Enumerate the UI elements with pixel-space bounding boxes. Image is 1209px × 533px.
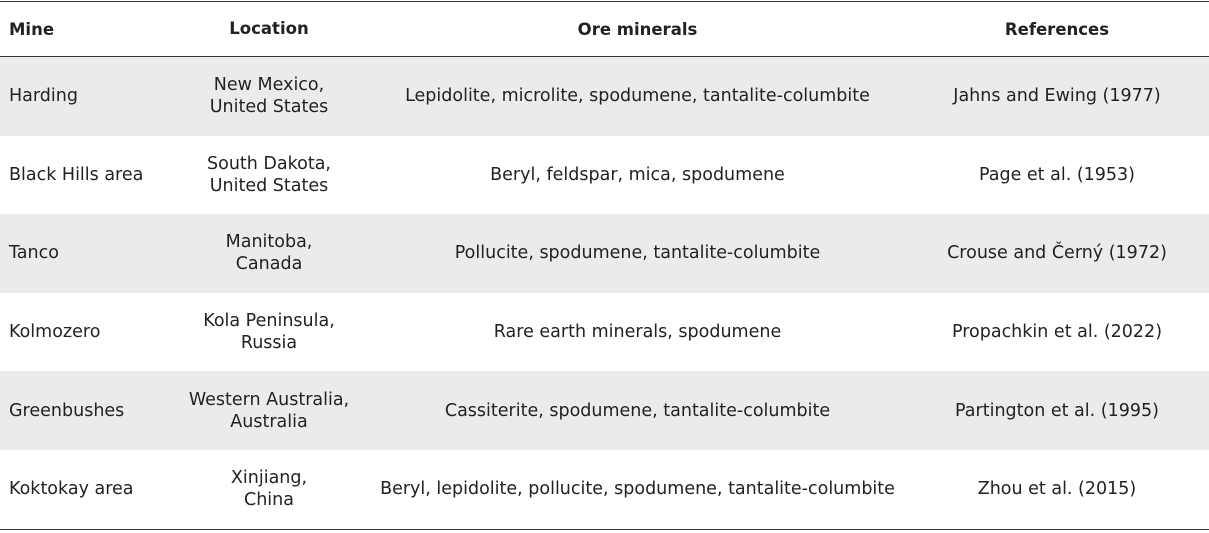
- table-row: Kolmozero Kola Peninsula, Russia Rare earth…: [0, 293, 1209, 372]
- cell: Black Hills area: [9, 164, 144, 185]
- cell-line: Xinjiang,: [230, 468, 308, 489]
- cell-line: New Mexico,: [213, 75, 325, 96]
- cell: New Mexico, United States: [180, 74, 358, 118]
- cell-line: Manitoba,: [225, 232, 313, 253]
- header-cell: Ore minerals: [577, 19, 698, 39]
- cell-line: United States: [209, 97, 329, 118]
- cell: Kola Peninsula, Russia: [180, 310, 358, 354]
- cell: Cassiterite, spodumene, tantalite-columb…: [444, 400, 831, 421]
- table-row: Black Hills area South Dakota, United Stat…: [0, 136, 1209, 215]
- cell-line: Canada: [235, 254, 303, 275]
- header-cell: References: [1004, 19, 1110, 39]
- header-cell: Location: [229, 19, 309, 38]
- cell: Propachkin et al. (2022): [951, 322, 1163, 343]
- cell: South Dakota, United States: [180, 153, 358, 197]
- cell: Manitoba, Canada: [180, 231, 358, 275]
- cell: Rare earth minerals, spodumene: [493, 322, 782, 343]
- cell: Page et al. (1953): [978, 164, 1136, 185]
- cell: Jahns and Ewing (1977): [953, 86, 1161, 107]
- cell: Xinjiang, China: [180, 467, 358, 511]
- cell: Tanco: [9, 243, 59, 264]
- cell: Kolmozero: [9, 322, 101, 343]
- header-row: Mine Location Ore minerals References: [0, 2, 1209, 57]
- cell: Pollucite, spodumene, tantalite-columbit…: [454, 243, 821, 264]
- cell: Koktokay area: [9, 479, 134, 500]
- cell-line: Western Australia,: [188, 389, 350, 410]
- cell: Crouse and Černý (1972): [947, 243, 1167, 264]
- cell: Harding: [9, 86, 78, 107]
- cell-line: United States: [209, 175, 329, 196]
- table-row: Harding New Mexico, United States Lepidolit…: [0, 57, 1209, 136]
- cell-line: Russia: [240, 333, 298, 354]
- cell: Lepidolite, microlite, spodumene, tantal…: [405, 86, 870, 107]
- table-row: Koktokay area Xinjiang, China Beryl, lepido…: [0, 450, 1209, 529]
- cell-line: Kola Peninsula,: [203, 311, 335, 332]
- cell: Beryl, feldspar, mica, spodumene: [490, 164, 785, 185]
- cell: Zhou et al. (2015): [977, 479, 1137, 500]
- cell: Greenbushes: [9, 400, 125, 421]
- table-row: Tanco Manitoba, Canada Pollucite, spodumene…: [0, 214, 1209, 293]
- header-cell: Mine: [9, 19, 55, 39]
- cell-line: Australia: [230, 411, 308, 432]
- table-row: Greenbushes Western Australia, Australia Ca…: [0, 371, 1209, 450]
- cell-line: South Dakota,: [207, 153, 331, 174]
- cell: Western Australia, Australia: [180, 389, 358, 433]
- cell-line: China: [244, 490, 294, 511]
- cell: Beryl, lepidolite, pollucite, spodumene,…: [380, 479, 895, 500]
- cell: Partington et al. (1995): [955, 400, 1159, 421]
